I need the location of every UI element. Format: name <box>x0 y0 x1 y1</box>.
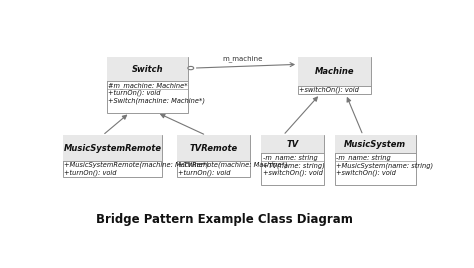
Text: +TV(name: string): +TV(name: string) <box>263 162 325 169</box>
Text: Switch: Switch <box>132 65 163 74</box>
Bar <box>261 135 324 185</box>
Text: -m_name: string: -m_name: string <box>336 154 391 161</box>
Bar <box>107 57 188 113</box>
Bar <box>298 57 372 94</box>
Text: -m_name: string: -m_name: string <box>263 154 318 161</box>
Bar <box>261 135 324 154</box>
Text: +switchOn(): void: +switchOn(): void <box>300 87 359 94</box>
Bar <box>298 57 372 86</box>
Text: +TVRemote(machine: Machine*): +TVRemote(machine: Machine*) <box>178 162 288 168</box>
Bar <box>63 135 162 177</box>
Text: +switchOn(): void: +switchOn(): void <box>263 170 323 176</box>
Text: TV: TV <box>286 140 299 149</box>
Bar <box>177 135 250 177</box>
Text: MusicSystemRemote: MusicSystemRemote <box>64 144 162 153</box>
Text: +turnOn(): void: +turnOn(): void <box>109 90 161 96</box>
Bar <box>177 135 250 161</box>
Text: TVRemote: TVRemote <box>190 144 237 153</box>
Text: Machine: Machine <box>315 67 355 76</box>
Text: +MusicSystemRemote(machine: Machine*): +MusicSystemRemote(machine: Machine*) <box>64 162 209 168</box>
Bar <box>335 135 416 185</box>
Bar <box>107 57 188 81</box>
Text: +turnOn(): void: +turnOn(): void <box>178 169 231 176</box>
Circle shape <box>188 66 194 70</box>
Text: #m_machine: Machine*: #m_machine: Machine* <box>109 82 188 88</box>
Text: MusicSystem: MusicSystem <box>344 140 406 149</box>
Bar <box>335 135 416 154</box>
Bar <box>63 135 162 161</box>
Text: +switchOn(): void: +switchOn(): void <box>336 170 396 176</box>
Text: +turnOn(): void: +turnOn(): void <box>64 169 117 176</box>
Text: m_machine: m_machine <box>223 55 263 62</box>
Text: +Switch(machine: Machine*): +Switch(machine: Machine*) <box>109 98 205 104</box>
Text: Bridge Pattern Example Class Diagram: Bridge Pattern Example Class Diagram <box>96 213 353 226</box>
Text: +MusicSystem(name: string): +MusicSystem(name: string) <box>336 162 433 169</box>
